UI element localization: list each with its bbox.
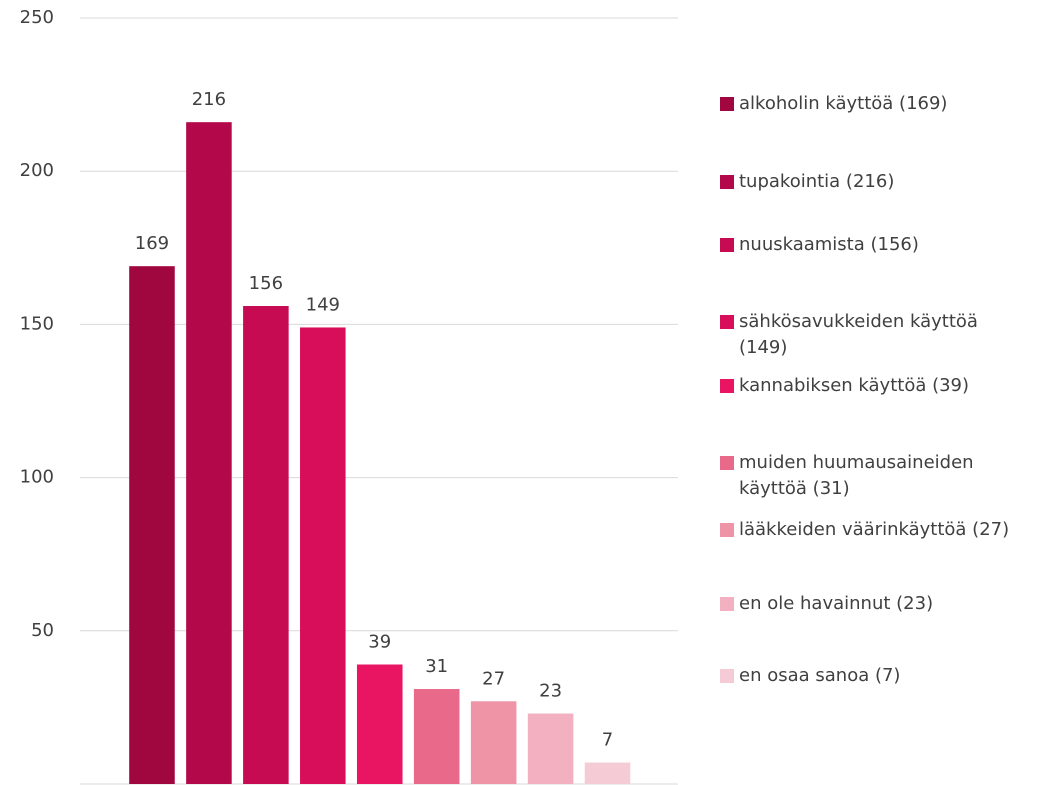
legend-swatch bbox=[720, 379, 734, 393]
legend-label: muiden huumausaineiden käyttöä (31) bbox=[739, 452, 974, 499]
data-label: 169 bbox=[135, 233, 169, 254]
bar bbox=[300, 327, 346, 784]
legend-entry: tupakointia (216) bbox=[720, 169, 1020, 195]
legend-label: sähkösavukkeiden käyttöä (149) bbox=[739, 311, 978, 358]
legend-label: tupakointia (216) bbox=[739, 171, 895, 192]
data-label: 149 bbox=[306, 294, 340, 315]
bar bbox=[470, 701, 517, 784]
legend-swatch bbox=[720, 315, 734, 329]
legend-entry: nuuskaamista (156) bbox=[720, 232, 1020, 258]
legend-entry: lääkkeiden väärinkäyttöä (27) bbox=[720, 517, 1020, 543]
y-tick-label: 250 bbox=[20, 7, 54, 28]
legend-swatch bbox=[720, 669, 734, 683]
bar bbox=[356, 664, 403, 784]
y-tick-label: 100 bbox=[20, 467, 54, 488]
y-tick-label: 200 bbox=[20, 160, 54, 181]
legend-swatch bbox=[720, 597, 734, 611]
data-label: 27 bbox=[482, 668, 505, 689]
legend-entry: en osaa sanoa (7) bbox=[720, 663, 1020, 689]
legend-label: alkoholin käyttöä (169) bbox=[739, 93, 948, 114]
legend-label: en osaa sanoa (7) bbox=[739, 665, 901, 686]
legend-entry: kannabiksen käyttöä (39) bbox=[720, 373, 1020, 399]
legend-swatch bbox=[720, 523, 734, 537]
legend-entry: muiden huumausaineiden käyttöä (31) bbox=[720, 450, 1020, 502]
legend-label: lääkkeiden väärinkäyttöä (27) bbox=[739, 519, 1010, 540]
legend-entry: sähkösavukkeiden käyttöä (149) bbox=[720, 309, 1020, 361]
legend-swatch bbox=[720, 238, 734, 252]
y-tick-label: 50 bbox=[31, 620, 54, 641]
bar bbox=[584, 762, 631, 784]
data-label: 7 bbox=[602, 730, 613, 751]
data-label: 156 bbox=[249, 273, 283, 294]
y-tick-label: 150 bbox=[20, 313, 54, 334]
data-label: 31 bbox=[425, 656, 448, 677]
legend-swatch bbox=[720, 456, 734, 470]
data-label: 23 bbox=[539, 681, 562, 702]
data-label: 216 bbox=[192, 89, 226, 110]
bar bbox=[129, 266, 175, 785]
data-label: 39 bbox=[368, 632, 391, 653]
legend-swatch bbox=[720, 175, 734, 189]
legend-entry: alkoholin käyttöä (169) bbox=[720, 91, 1020, 117]
legend-label: kannabiksen käyttöä (39) bbox=[739, 375, 970, 396]
bar bbox=[413, 689, 460, 784]
bar bbox=[243, 306, 289, 784]
bar bbox=[186, 122, 232, 784]
legend-entry: en ole havainnut (23) bbox=[720, 591, 1020, 617]
legend-swatch bbox=[720, 97, 734, 111]
legend-label: en ole havainnut (23) bbox=[739, 593, 934, 614]
legend-label: nuuskaamista (156) bbox=[739, 234, 919, 255]
bar bbox=[527, 713, 574, 784]
